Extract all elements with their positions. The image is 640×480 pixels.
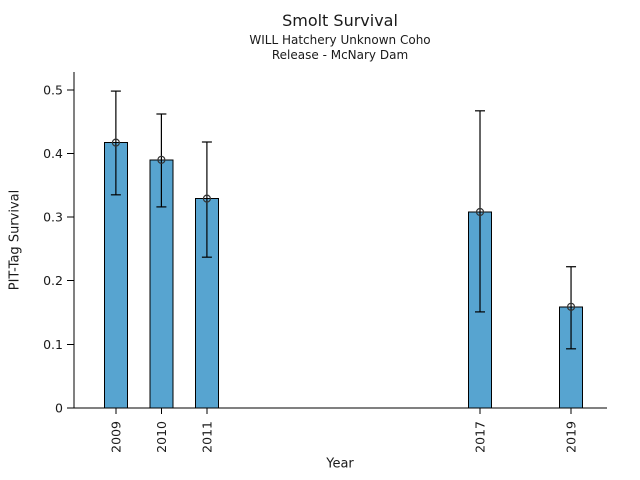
chart-subtitle-line2: Release - McNary Dam — [271, 48, 409, 62]
y-tick-label: 0.1 — [43, 337, 63, 352]
y-tick-label: 0 — [55, 401, 63, 416]
data-point-marker — [202, 194, 212, 203]
y-tick-label: 0.3 — [43, 210, 63, 225]
x-tick-label: 2009 — [108, 421, 123, 453]
x-tick-label: 2011 — [199, 421, 214, 453]
x-tick-label: 2019 — [564, 421, 579, 453]
x-tick-label: 2017 — [473, 421, 488, 453]
y-tick-label: 0.2 — [43, 273, 63, 288]
chart-subtitle-line1: WILL Hatchery Unknown Coho — [249, 33, 431, 47]
data-point-marker — [157, 155, 166, 164]
x-axis-label: Year — [326, 456, 354, 472]
data-point-marker — [566, 302, 576, 311]
data-point-marker — [111, 138, 120, 147]
chart-title: Smolt Survival — [282, 11, 398, 30]
y-tick-label: 0.5 — [43, 82, 63, 97]
x-tick-label: 2010 — [154, 421, 169, 453]
y-tick-label: 0.4 — [43, 146, 63, 161]
data-point-marker — [475, 207, 485, 217]
